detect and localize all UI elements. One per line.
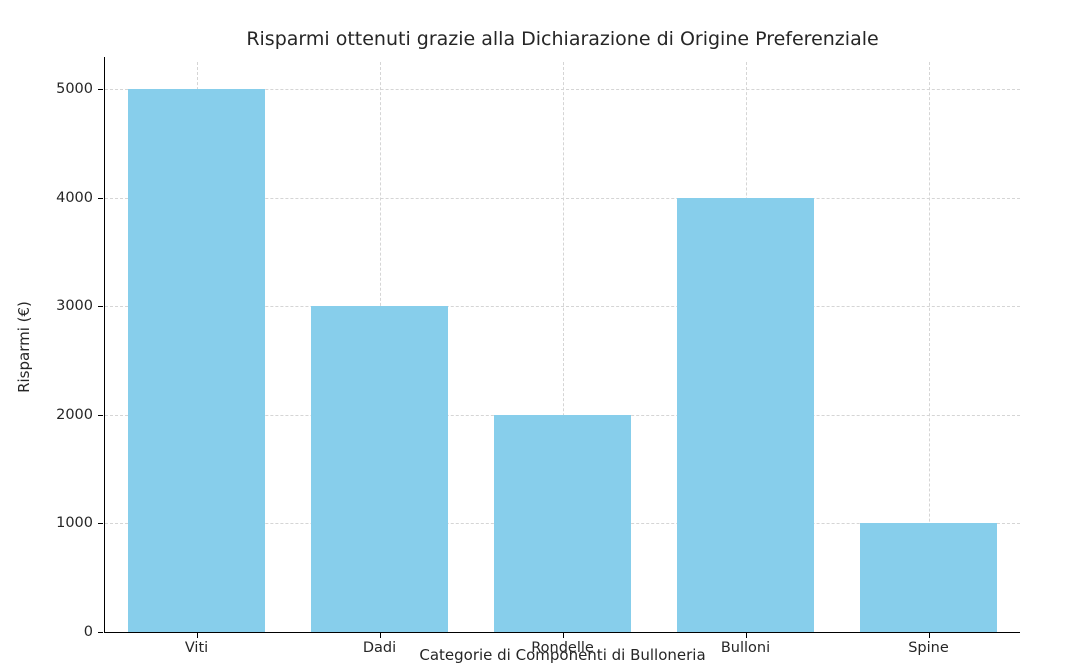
bar-viti	[127, 89, 266, 632]
y-tick-label: 1000	[56, 515, 93, 532]
plot-area	[104, 57, 1020, 633]
x-tick-mark	[379, 633, 381, 638]
y-tick-label: 2000	[56, 406, 93, 423]
x-tick-mark	[562, 633, 564, 638]
v-gridline	[928, 62, 930, 632]
v-gridline	[562, 62, 564, 632]
bar-rondelle	[493, 414, 632, 632]
y-axis-line	[104, 57, 105, 632]
chart-title: Risparmi ottenuti grazie alla Dichiarazi…	[246, 28, 879, 50]
bar-spine	[859, 523, 998, 632]
x-axis-label: Categorie di Componenti di Bulloneria	[419, 646, 706, 664]
y-tick-mark	[98, 414, 103, 416]
x-tick-mark	[928, 633, 930, 638]
bar-dadi	[310, 306, 449, 632]
x-tick-mark	[745, 633, 747, 638]
x-tick-label: Viti	[184, 640, 209, 656]
y-tick-label: 5000	[56, 81, 93, 98]
x-tick-label: Rondelle	[531, 640, 594, 656]
x-tick-label: Dadi	[362, 640, 397, 656]
x-axis-line	[104, 632, 1020, 633]
x-tick-label: Spine	[908, 640, 949, 656]
y-tick-mark	[98, 523, 103, 525]
bar-bulloni	[676, 197, 815, 632]
y-tick-label: 4000	[56, 189, 93, 206]
y-tick-mark	[98, 306, 103, 308]
y-tick-label: 0	[83, 624, 93, 640]
y-tick-mark	[98, 632, 103, 633]
y-tick-mark	[98, 197, 103, 199]
x-tick-label: Bulloni	[720, 640, 771, 656]
y-tick-label: 3000	[56, 298, 93, 315]
x-tick-mark	[196, 633, 198, 638]
y-axis-label: Risparmi (€)	[15, 301, 33, 393]
y-tick-mark	[98, 89, 103, 91]
